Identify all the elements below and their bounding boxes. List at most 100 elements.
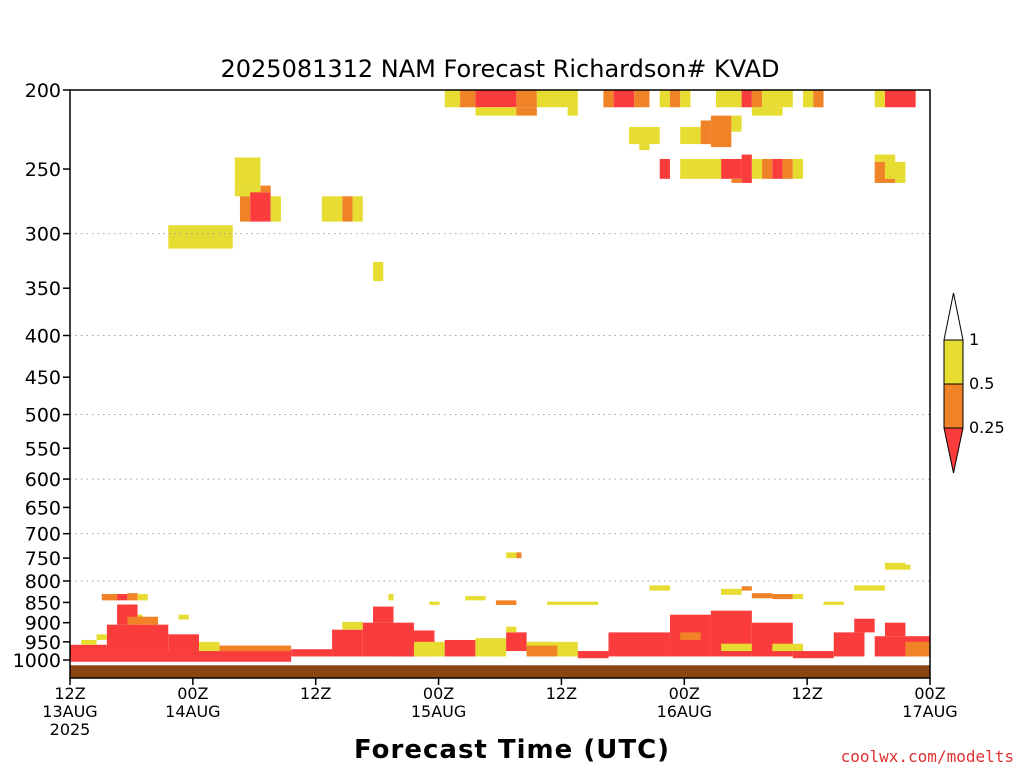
y-tick-label: 200 [25,80,61,102]
heatmap-cell [199,641,220,652]
heatmap-cell [239,196,251,222]
heatmap-cell [168,225,233,249]
heatmap-cell [874,154,896,162]
heatmap-cell [168,634,199,652]
heatmap-cell [70,651,292,662]
heatmap-cell [884,178,896,183]
heatmap-cell [506,626,517,633]
heatmap-cell [475,107,517,116]
heatmap-cell [792,158,804,179]
heatmap-cell [721,588,742,595]
heatmap-cell [547,601,599,605]
legend-swatch-above-1 [943,292,964,341]
heatmap-cell [613,90,635,108]
heatmap-cell [700,120,711,145]
heatmap-cell [178,614,189,620]
heatmap-cell [895,178,906,183]
heatmap-cell [874,161,885,183]
heatmap-cell [460,90,476,108]
heatmap-cell [629,126,660,145]
heatmap-cell [127,593,138,601]
heatmap-cell [516,107,537,116]
heatmap-cell [884,161,906,179]
heatmap-cell [536,90,558,108]
y-tick-label: 850 [25,592,61,614]
y-gridlines [70,233,930,582]
x-tick-label: 16AUG [657,702,712,721]
heatmap-cell [117,594,128,601]
y-tick-label: 900 [25,613,61,635]
heatmap-cell [70,644,107,652]
heatmap-cell [884,562,906,570]
x-tick-label: 00Z [669,684,700,703]
ground-band [70,665,930,678]
heatmap-cell [321,196,343,222]
y-tick-label: 750 [25,548,61,570]
heatmap-cell [577,651,609,659]
x-tick-label: 14AUG [165,702,220,721]
heatmap-cell [516,90,537,108]
heatmap-cell [234,188,261,197]
heatmap-cell [234,157,261,189]
heatmap-cell [332,629,363,657]
heatmap-cell [352,196,363,222]
heatmap-cell [833,632,865,657]
heatmap-cell [137,594,148,601]
x-tick-label: 12Z [791,684,822,703]
chart-title: 2025081312 NAM Forecast Richardson# KVAD [220,55,779,83]
heatmap-cell [721,643,752,652]
heatmap-cell [250,192,271,222]
heatmap-cell [260,185,271,193]
y-tick-label: 600 [25,469,61,491]
heatmap-cell [444,90,461,108]
heatmap-cell [659,90,670,108]
heatmap-cell [659,158,670,179]
heatmap-cell [813,90,824,108]
heatmap-cell [680,158,722,179]
x-tick-label: 00Z [423,684,454,703]
heatmap-cell [762,158,773,179]
heatmap-cell [291,649,333,657]
heatmap-cell [751,593,773,599]
heatmap-cell [388,594,394,601]
x-tick-label: 00Z [914,684,945,703]
y-tick-label: 650 [25,497,61,519]
heatmap-cell [854,585,885,591]
x-tick-label: 2025 [50,720,91,739]
legend-swatch-red [943,427,964,474]
heatmap-cell [429,601,440,605]
legend-label: 0.25 [969,418,1005,437]
legend-label: 0.5 [969,374,994,393]
x-tick-label: 12Z [54,684,85,703]
y-tick-label: 400 [25,325,61,347]
legend-swatch-yellow [943,339,964,385]
heatmap-cell [680,126,701,145]
heatmap-cell [751,622,793,657]
heatmap-cell [751,107,783,116]
heatmap-cell [516,552,522,559]
heatmap-cell [772,158,783,179]
heatmap-cell [669,90,681,108]
y-axis: 200 250 300 350 400 450 500 550 600 650 7007508008… [13,80,70,672]
heatmap-cell [741,154,752,183]
heatmap-cell [741,90,752,108]
y-tick-label: 550 [25,438,61,460]
heatmap-cell [751,90,763,108]
heatmap-cell [342,196,353,222]
legend-swatch-orange [943,383,964,429]
heatmap-cell [854,618,875,633]
heatmap-cell [603,90,614,108]
heatmap-cell [905,641,930,657]
heatmap-cell [526,645,558,657]
heatmap-cell [772,594,793,600]
x-tick-label: 15AUG [411,702,466,721]
heatmap-cell [792,594,804,600]
heatmap-cell [342,621,363,630]
y-tick-label: 500 [25,405,61,427]
heatmap-cell [741,586,752,591]
heatmap-cell [823,601,844,605]
y-tick-label: 350 [25,278,61,300]
y-tick-label: 300 [25,224,61,246]
heatmap-cell [634,90,650,108]
heatmap-cell [874,90,885,108]
